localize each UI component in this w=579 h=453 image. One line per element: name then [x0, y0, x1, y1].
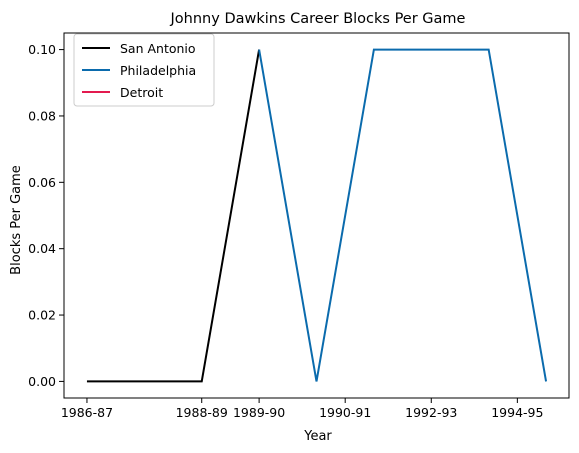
y-axis-ticks: 0.00 0.02 0.04 0.06 0.08 0.10 [28, 42, 64, 389]
chart-title: Johnny Dawkins Career Blocks Per Game [170, 11, 466, 27]
x-tick-label: 1986-87 [61, 405, 113, 420]
x-tick-label: 1990-91 [319, 405, 371, 420]
y-tick-label: 0.04 [28, 241, 56, 256]
x-tick-label: 1988-89 [176, 405, 228, 420]
y-tick-label: 0.08 [28, 108, 56, 123]
y-tick-label: 0.00 [28, 374, 56, 389]
legend-label-philadelphia: Philadelphia [120, 63, 196, 78]
y-tick-label: 0.02 [28, 308, 56, 323]
plot-area [86, 48, 548, 383]
x-tick-label: 1994-95 [491, 405, 543, 420]
legend-frame [73, 33, 215, 107]
x-axis-ticks: 1986-87 1988-89 1989-90 1990-91 1992-93 1994-… [61, 398, 543, 420]
y-tick-label: 0.06 [28, 175, 56, 190]
y-tick-label: 0.10 [28, 42, 56, 57]
x-axis-label: Year [303, 429, 332, 444]
y-axis-label: Blocks Per Game [9, 165, 24, 275]
x-tick-label: 1992-93 [405, 405, 457, 420]
series-line-san-antonio [86, 49, 261, 383]
legend-label-detroit: Detroit [120, 85, 163, 100]
legend-label-san-antonio: San Antonio [120, 41, 196, 56]
plot-frame [63, 32, 570, 399]
legend: San Antonio Philadelphia Detroit [73, 33, 215, 107]
series-line-philadelphia [258, 48, 548, 382]
x-tick-label: 1989-90 [233, 405, 285, 420]
